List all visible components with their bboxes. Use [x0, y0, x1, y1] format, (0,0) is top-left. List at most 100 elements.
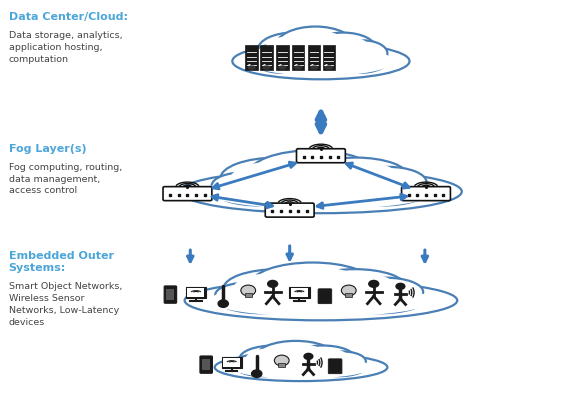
FancyBboxPatch shape — [187, 288, 204, 297]
Ellipse shape — [343, 43, 383, 64]
Ellipse shape — [180, 170, 462, 213]
FancyBboxPatch shape — [200, 356, 212, 373]
Ellipse shape — [336, 285, 425, 313]
FancyBboxPatch shape — [296, 149, 345, 163]
Ellipse shape — [344, 287, 417, 311]
FancyBboxPatch shape — [328, 359, 342, 374]
Ellipse shape — [290, 346, 355, 370]
FancyBboxPatch shape — [222, 357, 242, 368]
Ellipse shape — [349, 167, 427, 198]
Ellipse shape — [311, 66, 318, 69]
FancyBboxPatch shape — [186, 287, 206, 298]
FancyBboxPatch shape — [402, 187, 450, 201]
Ellipse shape — [225, 287, 298, 311]
FancyBboxPatch shape — [323, 45, 335, 70]
Ellipse shape — [248, 66, 255, 69]
Text: Fog computing, routing,
data management,
access control: Fog computing, routing, data management,… — [9, 163, 122, 195]
Circle shape — [252, 370, 262, 377]
Ellipse shape — [325, 66, 332, 69]
Ellipse shape — [218, 174, 276, 197]
FancyBboxPatch shape — [260, 45, 273, 70]
Ellipse shape — [224, 269, 333, 307]
Ellipse shape — [339, 40, 387, 66]
FancyBboxPatch shape — [291, 288, 308, 297]
Ellipse shape — [316, 358, 362, 375]
Ellipse shape — [258, 49, 306, 70]
Ellipse shape — [214, 175, 305, 206]
FancyBboxPatch shape — [245, 45, 258, 70]
FancyBboxPatch shape — [318, 289, 332, 304]
Ellipse shape — [252, 45, 296, 67]
FancyBboxPatch shape — [292, 45, 304, 70]
Circle shape — [368, 280, 379, 288]
FancyBboxPatch shape — [245, 293, 252, 297]
Ellipse shape — [185, 281, 457, 321]
Ellipse shape — [222, 285, 277, 305]
Ellipse shape — [257, 341, 335, 371]
Ellipse shape — [355, 280, 416, 304]
FancyBboxPatch shape — [308, 45, 320, 70]
Ellipse shape — [313, 272, 397, 302]
Circle shape — [267, 280, 278, 288]
FancyBboxPatch shape — [164, 286, 177, 303]
Ellipse shape — [316, 35, 370, 63]
Ellipse shape — [260, 154, 364, 194]
Ellipse shape — [323, 353, 361, 370]
Ellipse shape — [233, 273, 323, 304]
FancyBboxPatch shape — [166, 289, 174, 300]
Text: Data storage, analytics,
application hosting,
computation: Data storage, analytics, application hos… — [9, 31, 122, 63]
FancyBboxPatch shape — [276, 45, 289, 70]
Ellipse shape — [206, 174, 436, 209]
Ellipse shape — [295, 66, 302, 69]
Ellipse shape — [304, 269, 406, 305]
Ellipse shape — [230, 356, 372, 379]
Text: Embedded Outer
Systems:: Embedded Outer Systems: — [9, 251, 114, 273]
FancyBboxPatch shape — [278, 363, 285, 367]
Ellipse shape — [296, 348, 349, 368]
Ellipse shape — [248, 46, 394, 76]
Ellipse shape — [235, 356, 291, 376]
Text: Smart Object Networks,
Wireless Sensor
Networks, Low-Latency
devices: Smart Object Networks, Wireless Sensor N… — [9, 282, 122, 327]
Ellipse shape — [258, 33, 329, 67]
Ellipse shape — [217, 285, 306, 313]
Ellipse shape — [253, 47, 311, 73]
Circle shape — [303, 353, 314, 360]
Circle shape — [341, 285, 356, 296]
Ellipse shape — [251, 262, 374, 306]
Ellipse shape — [220, 158, 333, 199]
Ellipse shape — [311, 356, 367, 376]
Ellipse shape — [283, 30, 348, 63]
FancyBboxPatch shape — [202, 359, 210, 370]
Ellipse shape — [263, 66, 270, 69]
Text: Fog Layer(s): Fog Layer(s) — [9, 144, 86, 154]
Ellipse shape — [240, 358, 286, 375]
Ellipse shape — [331, 47, 389, 73]
Text: Data Center/Cloud:: Data Center/Cloud: — [9, 12, 128, 22]
Ellipse shape — [356, 170, 420, 195]
Circle shape — [395, 283, 406, 290]
Ellipse shape — [262, 267, 363, 302]
Ellipse shape — [303, 157, 409, 197]
Ellipse shape — [310, 33, 377, 66]
Ellipse shape — [279, 66, 286, 69]
Ellipse shape — [215, 283, 283, 307]
Ellipse shape — [318, 351, 366, 371]
Ellipse shape — [249, 150, 375, 198]
FancyBboxPatch shape — [265, 203, 314, 217]
Ellipse shape — [238, 356, 273, 370]
Ellipse shape — [232, 43, 410, 80]
Ellipse shape — [246, 348, 302, 370]
Ellipse shape — [234, 355, 277, 372]
Ellipse shape — [212, 172, 282, 199]
Ellipse shape — [222, 177, 297, 203]
Ellipse shape — [264, 344, 328, 368]
Circle shape — [218, 300, 228, 307]
Circle shape — [274, 355, 289, 366]
Ellipse shape — [313, 161, 399, 193]
Ellipse shape — [209, 284, 433, 317]
Ellipse shape — [336, 49, 383, 70]
FancyBboxPatch shape — [223, 358, 240, 367]
Ellipse shape — [264, 36, 322, 64]
Circle shape — [241, 285, 256, 296]
Ellipse shape — [215, 353, 387, 381]
